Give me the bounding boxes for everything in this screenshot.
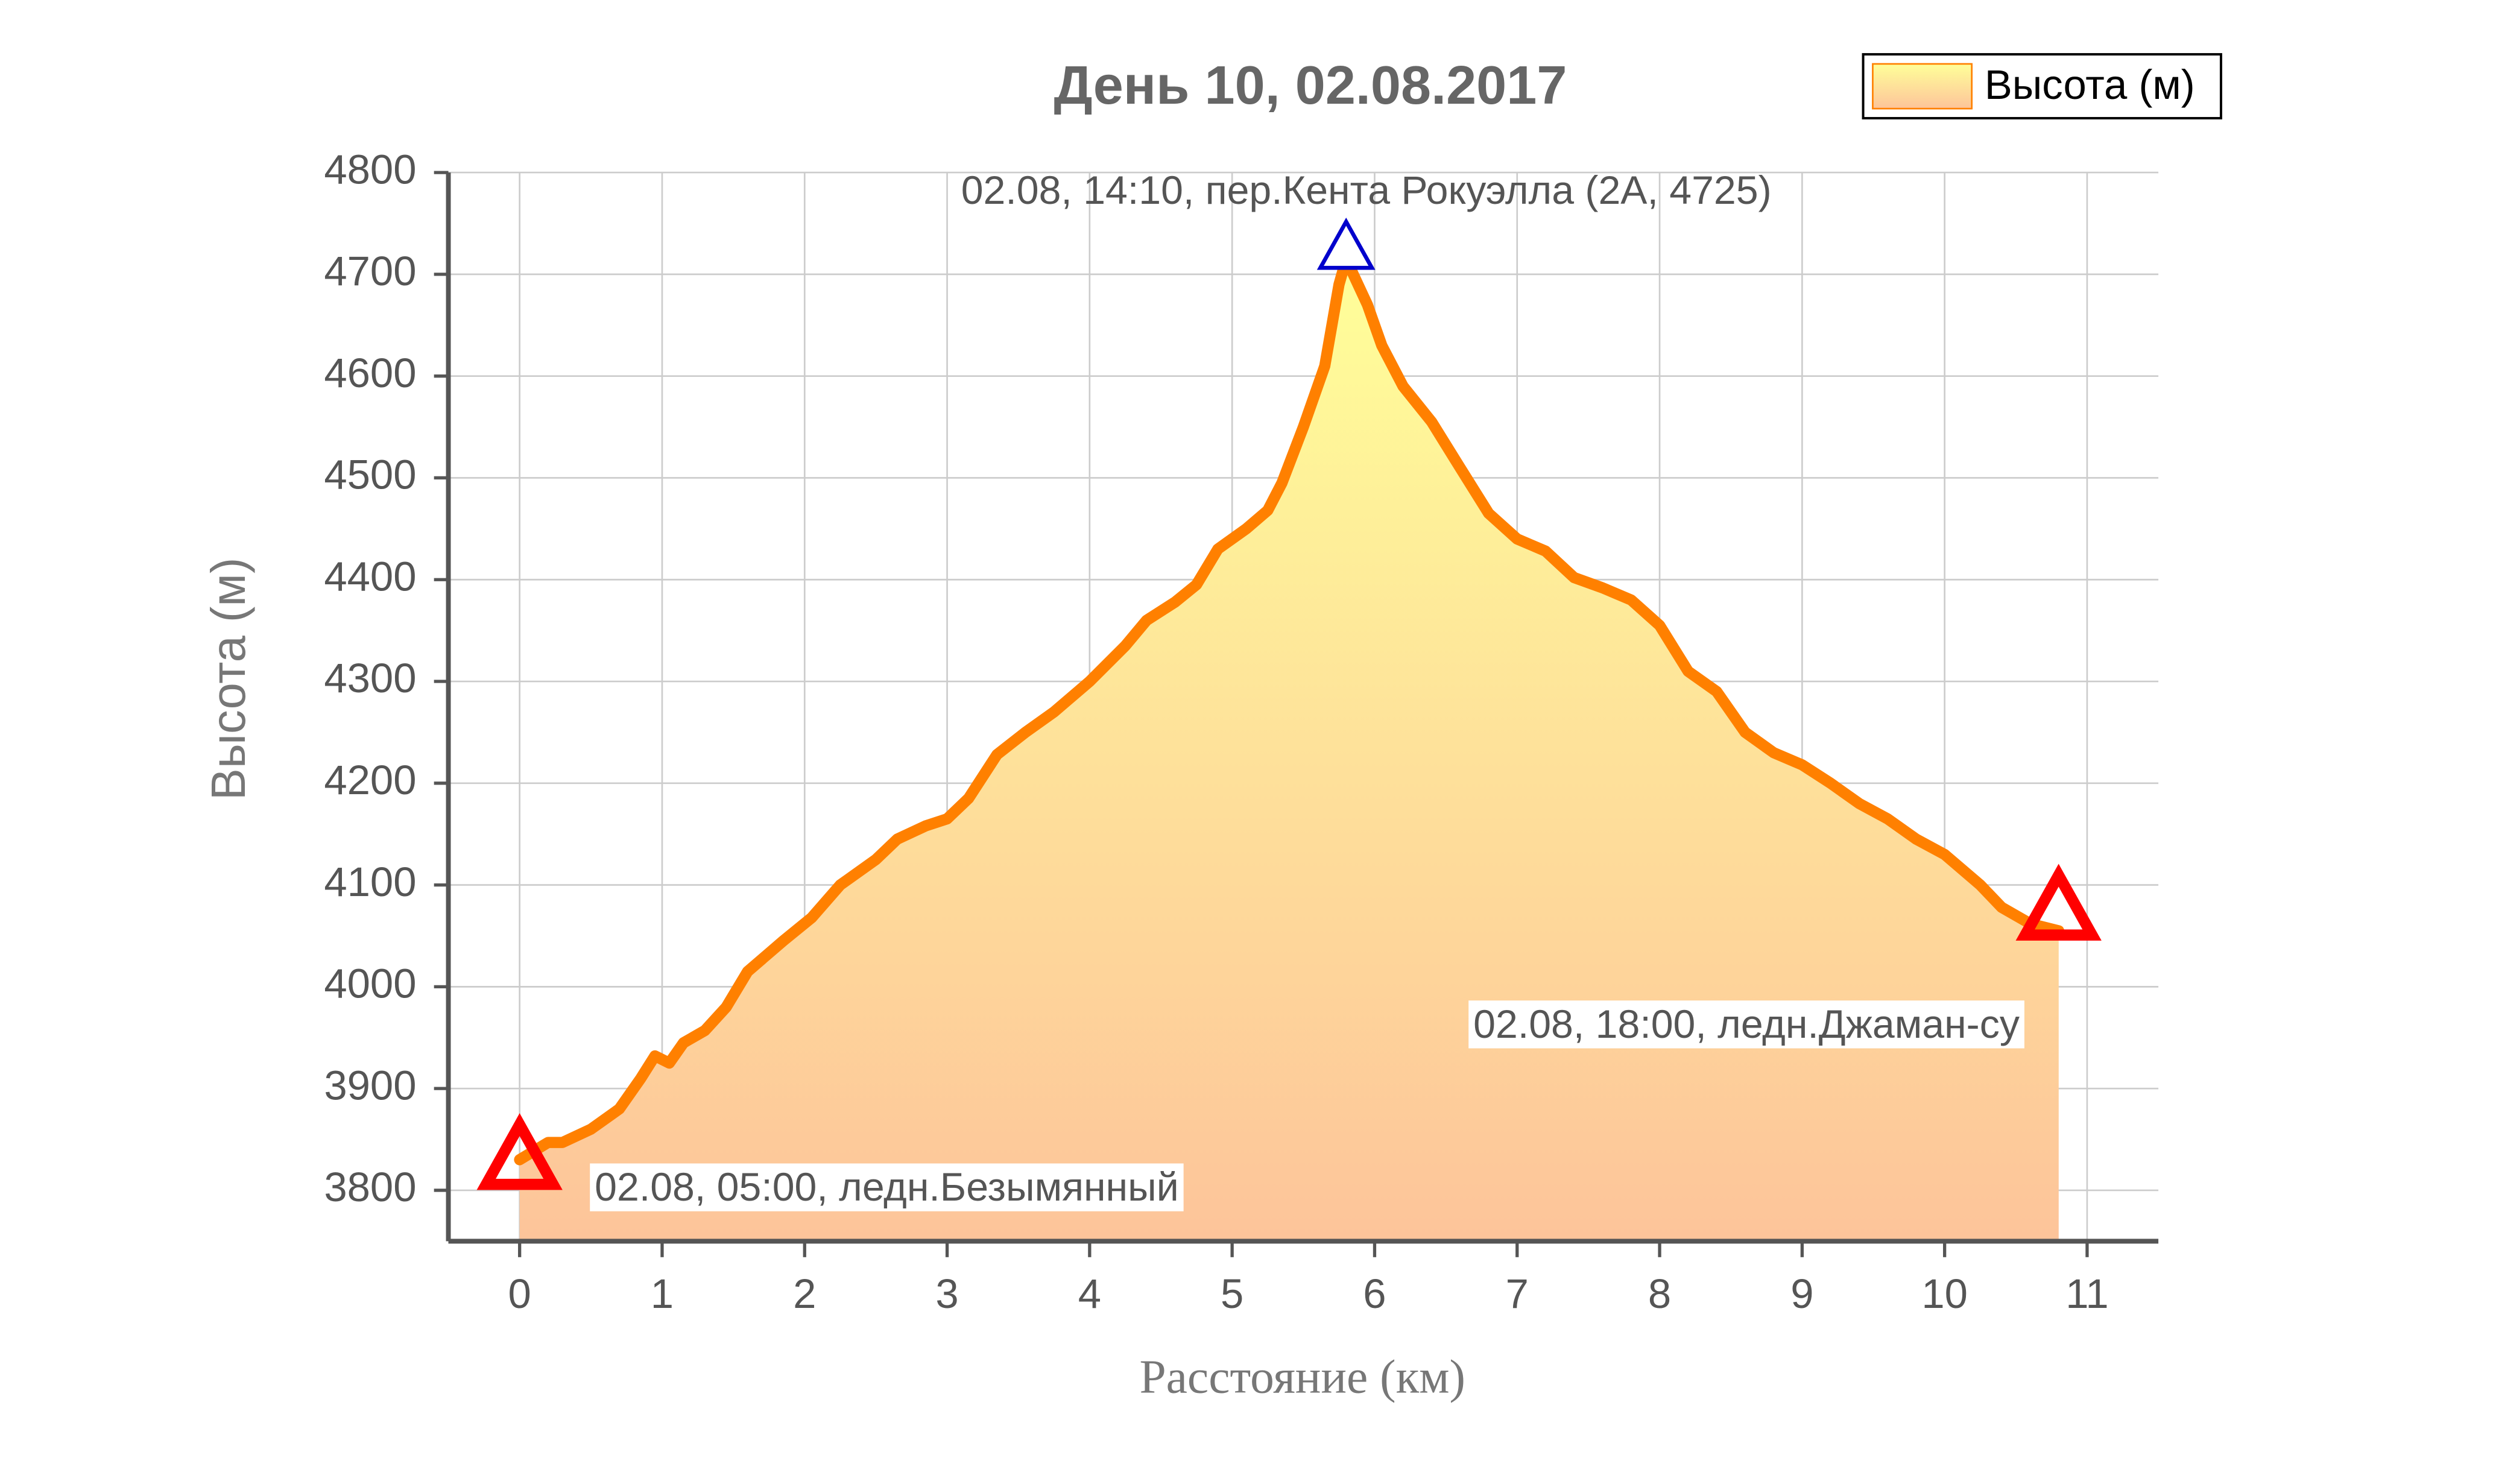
x-tick-label: 0	[508, 1271, 531, 1317]
line	[514, 253, 2065, 1166]
chart-title: День 10, 02.08.2017	[1054, 55, 1567, 116]
legend-label: Высота (м)	[1985, 62, 2195, 108]
legend: Высота (м)	[1862, 53, 2222, 120]
y-tick-label: 4800	[324, 146, 416, 192]
marker	[476, 1113, 563, 1190]
annotation: 02.08, 14:10, пер.Кента Рокуэлла (2А, 47…	[961, 168, 1772, 213]
y-tick-label: 3800	[324, 1164, 416, 1210]
y-tick-label: 4000	[324, 961, 416, 1007]
y-tick-label: 4700	[324, 248, 416, 294]
x-tick-label: 5	[1221, 1271, 1243, 1317]
x-tick-label: 8	[1648, 1271, 1671, 1317]
axes: 3800390040004100420043004400450046004700…	[324, 146, 2159, 1317]
x-tick-label: 6	[1363, 1271, 1386, 1317]
y-axis-label: Высота (м)	[201, 558, 255, 801]
annotation: 02.08, 18:00, ледн.Джаман-су	[1473, 1002, 2020, 1047]
x-tick-label: 3	[935, 1271, 958, 1317]
marker	[2015, 864, 2102, 941]
marker	[1316, 217, 1376, 270]
x-tick-label: 7	[1506, 1271, 1529, 1317]
annotation: 02.08, 05:00, ледн.Безымянный	[595, 1165, 1179, 1210]
y-tick-label: 4400	[324, 553, 416, 599]
x-axis-label: Расстояние (км)	[1139, 1351, 1465, 1404]
plot: 02.08, 05:00, ледн.Безымянный 02.08, 14:1…	[476, 168, 2102, 1242]
x-tick-label: 2	[793, 1271, 816, 1317]
x-tick-label: 10	[1921, 1271, 1968, 1317]
y-tick-label: 4200	[324, 757, 416, 803]
y-tick-label: 4100	[324, 859, 416, 905]
y-tick-label: 3900	[324, 1062, 416, 1108]
y-tick-label: 4300	[324, 655, 416, 701]
annotation-bg	[1468, 1000, 2024, 1049]
area	[519, 259, 2059, 1242]
x-tick-label: 11	[2065, 1271, 2108, 1317]
x-tick-label: 4	[1078, 1271, 1101, 1317]
y-tick-label: 4500	[324, 452, 416, 498]
y-tick-label: 4600	[324, 350, 416, 396]
x-tick-label: 1	[651, 1271, 674, 1317]
legend-swatch	[1872, 63, 1973, 110]
x-tick-label: 9	[1790, 1271, 1813, 1317]
annotation-bg	[590, 1163, 1184, 1211]
